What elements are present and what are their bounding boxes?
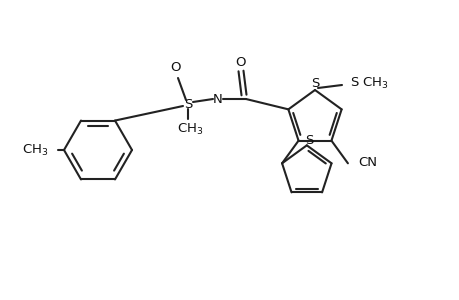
Text: CN: CN bbox=[357, 156, 376, 169]
Text: N: N bbox=[213, 92, 223, 106]
Text: S: S bbox=[305, 134, 313, 147]
Text: CH$_3$: CH$_3$ bbox=[176, 122, 203, 136]
Text: CH$_3$: CH$_3$ bbox=[22, 142, 48, 158]
Text: S: S bbox=[184, 98, 192, 110]
Text: S CH$_3$: S CH$_3$ bbox=[349, 76, 388, 91]
Text: S: S bbox=[310, 76, 319, 89]
Text: O: O bbox=[170, 61, 181, 74]
Text: O: O bbox=[235, 56, 246, 68]
